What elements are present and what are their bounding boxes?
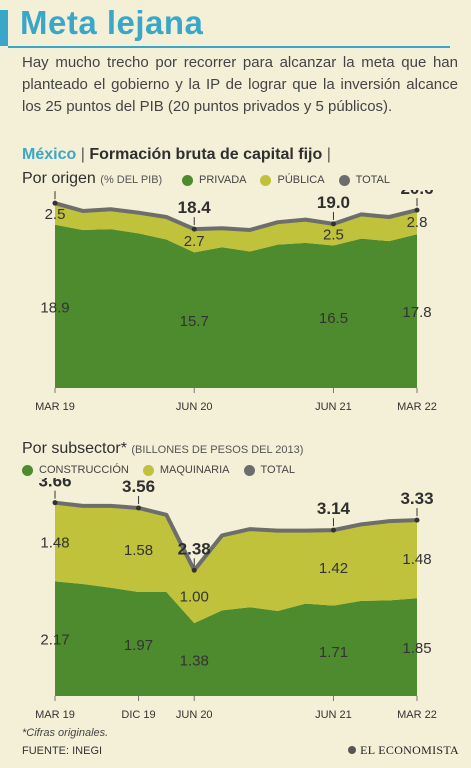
value-label-construccion: 1.38 (180, 653, 209, 670)
value-label-construccion: 1.85 (402, 640, 431, 657)
total-label: 21.4 (38, 190, 72, 191)
value-label-maquinaria: 1.58 (124, 542, 153, 559)
area-construccion (55, 581, 417, 696)
section-title: México | Formación bruta de capital fijo… (22, 146, 331, 164)
chart1-title: Por origen (22, 170, 96, 187)
intro-text: Hay mucho trecho por recorrer para alcan… (22, 54, 458, 115)
x-tick-label: MAR 22 (397, 709, 437, 721)
total-marker (136, 505, 142, 511)
total-marker (330, 527, 336, 533)
area-maquinaria (55, 503, 417, 624)
footnote: *Cifras originales. (22, 727, 109, 739)
total-marker (414, 517, 420, 523)
total-marker (52, 200, 58, 206)
value-label-construccion: 2.17 (40, 632, 69, 649)
section-separator-end: | (326, 146, 331, 163)
legend-item-publica: PÚBLICA (260, 174, 325, 186)
total-label: 19.0 (317, 193, 350, 212)
total-label: 2.38 (178, 539, 211, 558)
x-tick-label: JUN 20 (176, 709, 213, 721)
value-label-privada: 18.9 (40, 299, 69, 316)
page-title: Meta lejana (20, 4, 204, 41)
section-name: Formación bruta de capital fijo (89, 146, 323, 163)
value-label-privada: 15.7 (180, 313, 209, 330)
section-country: México (22, 146, 77, 163)
total-label: 18.4 (178, 198, 212, 217)
value-label-maquinaria: 1.48 (40, 534, 69, 551)
chart1-unit: (% DEL PIB) (100, 174, 163, 186)
value-label-publica: 2.8 (407, 214, 428, 231)
x-tick-label: JUN 21 (315, 401, 352, 413)
legend-item-construccion: CONSTRUCCIÓN (22, 464, 129, 476)
total-label: 20.6 (400, 190, 433, 198)
x-tick-label: JUN 21 (315, 709, 352, 721)
value-label-maquinaria: 1.42 (319, 560, 348, 577)
value-label-maquinaria: 1.48 (402, 551, 431, 568)
legend-item-maquinaria: MAQUINARIA (142, 464, 230, 476)
total-marker (414, 207, 420, 213)
chart2-unit: (BILLONES DE PESOS DEL 2013) (131, 444, 304, 456)
x-tick-label: DIC 19 (121, 709, 155, 721)
chart1-legend: PRIVADA PÚBLICA TOTAL (182, 174, 390, 186)
total-label: 3.66 (38, 478, 71, 491)
legend-item-total-2: TOTAL (243, 464, 295, 476)
legend-dot-publica (260, 174, 272, 186)
publisher-logo: EL ECONOMISTA (348, 743, 459, 758)
total-label: 3.33 (400, 489, 433, 508)
chart-por-subsector: MAR 19 DIC 19 JUN 20 JUN 21 MAR 22 3.66 3.56 2.… (35, 478, 437, 721)
chart2-heading: Por subsector* (BILLONES DE PESOS DEL 20… (22, 440, 303, 458)
value-label-construccion: 1.97 (124, 637, 153, 654)
legend-dot-total (338, 174, 350, 186)
chart2-title: Por subsector* (22, 440, 127, 457)
x-tick-label: MAR 19 (35, 709, 75, 721)
title-rule (8, 46, 450, 48)
legend-item-total: TOTAL (338, 174, 390, 186)
legend-dot-maquinaria (142, 464, 154, 476)
total-label: 3.56 (122, 478, 155, 496)
x-tick-label: JUN 20 (176, 401, 213, 413)
legend-item-privada: PRIVADA (182, 174, 246, 186)
value-label-publica: 2.5 (45, 206, 66, 223)
x-tick-label: MAR 22 (397, 401, 437, 413)
line-total (54, 201, 418, 232)
value-label-publica: 2.7 (184, 233, 205, 250)
legend-dot-total-2 (243, 464, 255, 476)
value-label-privada: 16.5 (319, 310, 348, 327)
chart-por-origen: MAR 19 JUN 20 JUN 21 MAR 22 21.4 18.4 19.0 20.6… (35, 190, 437, 413)
line-total (54, 500, 418, 573)
chart1-heading: Por origen (% DEL PIB) (22, 170, 162, 188)
total-marker (191, 567, 197, 573)
legend-dot-construccion (22, 464, 33, 476)
section-separator: | (80, 146, 85, 163)
total-marker (191, 226, 197, 232)
value-label-privada: 17.8 (402, 304, 431, 321)
total-label: 3.14 (317, 499, 351, 518)
source: FUENTE: INEGI (22, 745, 103, 757)
legend-dot-privada (182, 174, 193, 186)
value-label-publica: 2.5 (323, 227, 344, 244)
logo-mark-icon (348, 746, 357, 754)
total-marker (52, 500, 58, 506)
title-accent-bar (0, 10, 8, 46)
chart2-legend: CONSTRUCCIÓN MAQUINARIA TOTAL (22, 464, 295, 476)
value-label-maquinaria: 1.00 (180, 589, 209, 606)
area-privada (55, 224, 417, 388)
total-marker (330, 221, 336, 227)
x-tick-label: MAR 19 (35, 401, 75, 413)
value-label-construccion: 1.71 (319, 644, 348, 661)
